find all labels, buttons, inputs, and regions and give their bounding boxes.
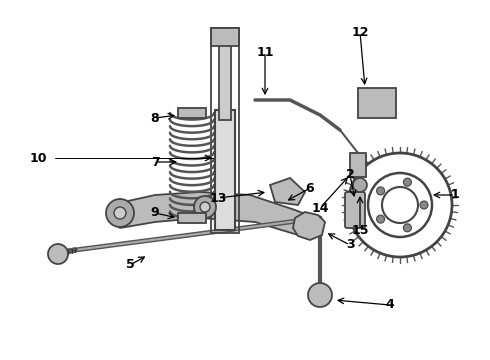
Text: 7: 7: [150, 156, 159, 168]
Bar: [211, 28, 239, 46]
Polygon shape: [270, 178, 305, 205]
Text: 8: 8: [151, 112, 159, 125]
Text: 1: 1: [451, 189, 460, 202]
Circle shape: [403, 178, 412, 186]
Circle shape: [200, 202, 210, 212]
Circle shape: [377, 215, 385, 223]
Circle shape: [48, 244, 68, 264]
Text: 15: 15: [351, 224, 369, 237]
Circle shape: [353, 178, 367, 192]
Text: 4: 4: [386, 298, 394, 311]
Bar: [178, 213, 206, 223]
Text: 14: 14: [311, 202, 329, 215]
Text: 9: 9: [151, 207, 159, 220]
Text: 11: 11: [256, 45, 274, 58]
Bar: [211, 28, 239, 233]
Circle shape: [403, 224, 412, 232]
Polygon shape: [110, 192, 315, 235]
Bar: [350, 153, 366, 177]
Circle shape: [106, 199, 134, 227]
Circle shape: [308, 283, 332, 307]
FancyBboxPatch shape: [345, 192, 365, 228]
Text: 6: 6: [306, 181, 314, 194]
Circle shape: [194, 196, 216, 218]
Bar: [215, 110, 235, 230]
Text: 5: 5: [125, 258, 134, 271]
Circle shape: [377, 187, 385, 195]
Text: 3: 3: [345, 238, 354, 252]
Text: 13: 13: [209, 192, 227, 204]
Polygon shape: [293, 212, 325, 240]
Text: 10: 10: [29, 152, 47, 165]
Bar: [358, 88, 396, 118]
Circle shape: [114, 207, 126, 219]
Text: 2: 2: [345, 168, 354, 181]
Text: 12: 12: [351, 26, 369, 39]
Circle shape: [420, 201, 428, 209]
Bar: [219, 40, 231, 120]
Bar: [178, 108, 206, 118]
